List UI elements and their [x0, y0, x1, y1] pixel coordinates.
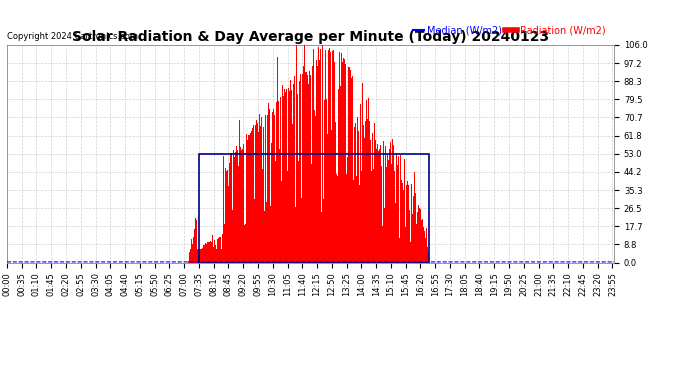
- Text: Copyright 2024 Cartronics.com: Copyright 2024 Cartronics.com: [7, 32, 138, 41]
- Bar: [199, 154, 429, 262]
- Legend: Median (W/m2), Radiation (W/m2): Median (W/m2), Radiation (W/m2): [408, 22, 609, 39]
- Title: Solar Radiation & Day Average per Minute (Today) 20240123: Solar Radiation & Day Average per Minute…: [72, 30, 549, 44]
